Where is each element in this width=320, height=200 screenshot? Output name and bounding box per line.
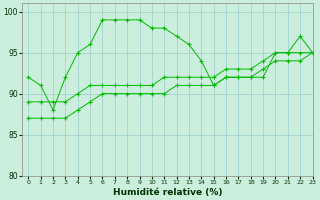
X-axis label: Humidité relative (%): Humidité relative (%): [113, 188, 222, 197]
